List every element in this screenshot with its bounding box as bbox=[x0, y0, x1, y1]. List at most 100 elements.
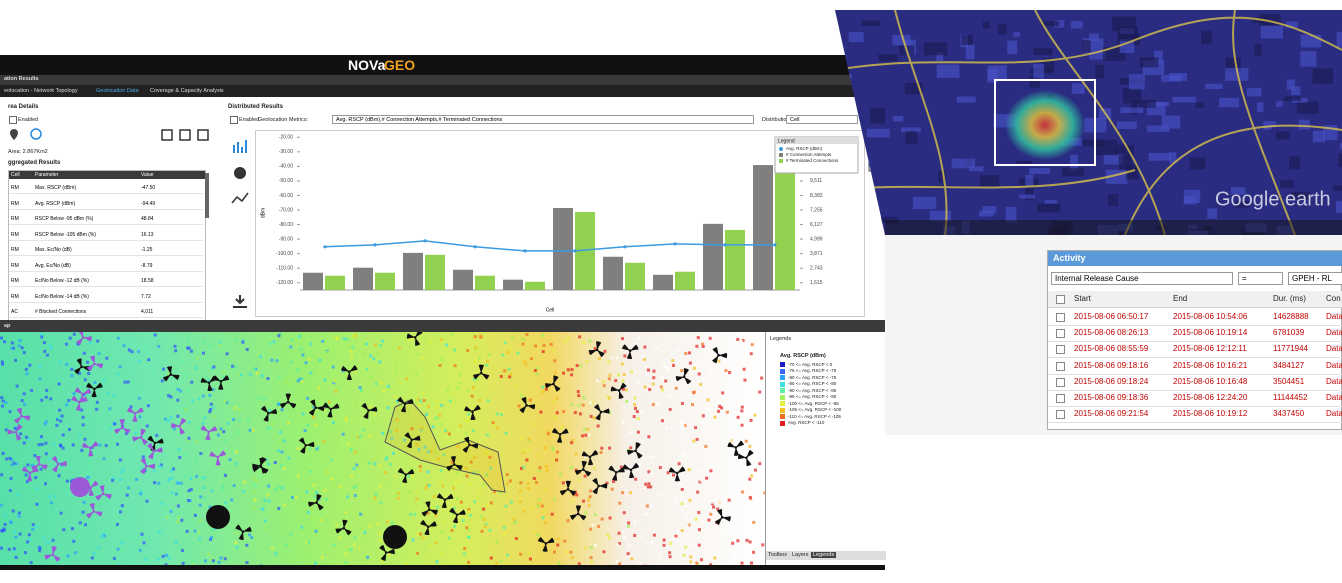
map-pixel bbox=[440, 552, 444, 556]
area-polygon[interactable] bbox=[384, 399, 506, 493]
map-pixel bbox=[39, 332, 43, 336]
map-pixel bbox=[191, 559, 195, 563]
bar-icon[interactable] bbox=[233, 140, 247, 153]
map-pixel bbox=[349, 448, 353, 452]
table-cell: RSCP Below -105 dBm (%) bbox=[35, 231, 97, 238]
map-pixel bbox=[241, 489, 245, 493]
row-checkbox[interactable] bbox=[1056, 377, 1065, 387]
filter-value[interactable]: GPEH - RL bbox=[1288, 272, 1342, 285]
pin-icon[interactable] bbox=[10, 129, 18, 140]
map-pixel bbox=[134, 446, 138, 450]
map-pixel bbox=[668, 555, 672, 559]
map-pixel bbox=[15, 384, 19, 388]
map-pixel bbox=[95, 407, 99, 411]
map-pixel bbox=[520, 436, 524, 440]
map-pixel bbox=[314, 561, 318, 565]
map-pixel bbox=[310, 508, 314, 512]
row-checkbox[interactable] bbox=[1056, 361, 1065, 371]
map-pixel bbox=[434, 450, 438, 454]
table-row: RM Ec/No Below -14 dB (%) 7.72 bbox=[9, 292, 203, 303]
tab[interactable]: Geolocation Data bbox=[96, 88, 139, 94]
site-marker[interactable] bbox=[206, 505, 230, 529]
legend-label[interactable]: Avg. RSCP (dBm) bbox=[786, 146, 823, 151]
row-checkbox[interactable] bbox=[1056, 329, 1065, 339]
checkbox[interactable] bbox=[9, 116, 17, 124]
selection-box[interactable] bbox=[994, 79, 1096, 166]
download-icon[interactable] bbox=[233, 295, 247, 308]
map-pixel bbox=[545, 430, 549, 434]
legend-tab[interactable]: Layers bbox=[792, 552, 809, 558]
map-pixel bbox=[202, 475, 206, 479]
map-pixel bbox=[723, 529, 727, 533]
map-pixel bbox=[290, 495, 294, 499]
legend-tab[interactable]: Toolbox bbox=[768, 552, 787, 558]
map-pixel bbox=[57, 416, 61, 420]
map-pixel bbox=[275, 359, 279, 363]
map-pixel bbox=[618, 501, 622, 505]
map-pixel bbox=[111, 478, 115, 482]
earth-patch bbox=[1276, 101, 1283, 108]
legend-tab[interactable]: Legends bbox=[811, 552, 837, 558]
tab[interactable]: Coverage & Capacity Analysis bbox=[150, 88, 224, 94]
legend-label[interactable]: # Terminated Connections bbox=[786, 158, 839, 163]
map-pixel bbox=[341, 369, 345, 373]
map-pixel bbox=[655, 346, 659, 350]
map-pixel bbox=[212, 414, 216, 418]
tool-icon[interactable] bbox=[197, 129, 209, 141]
map-pixel bbox=[607, 360, 611, 364]
map-pixel bbox=[659, 385, 663, 389]
row-checkbox[interactable] bbox=[1056, 394, 1065, 403]
row-checkbox[interactable] bbox=[1056, 345, 1065, 355]
table-row: RM Max. RSCP (dBm) -47.50 bbox=[9, 183, 203, 194]
polygon-icon[interactable] bbox=[30, 128, 42, 140]
filter-op[interactable]: = bbox=[1238, 272, 1283, 285]
map-pixel bbox=[139, 386, 143, 390]
site-marker[interactable] bbox=[383, 525, 407, 549]
checkbox[interactable] bbox=[230, 116, 238, 124]
map-pixel bbox=[352, 485, 356, 489]
map-pixel bbox=[140, 532, 144, 536]
map-pixel bbox=[536, 504, 540, 508]
column-header: Value bbox=[141, 172, 154, 178]
map-pixel bbox=[87, 463, 91, 467]
pie-icon[interactable] bbox=[234, 167, 246, 179]
map-pixel bbox=[124, 431, 128, 435]
filter-field[interactable]: Internal Release Cause bbox=[1051, 272, 1233, 285]
map-pixel bbox=[123, 380, 127, 384]
map-pixel bbox=[134, 431, 138, 435]
map-pixel bbox=[17, 514, 21, 518]
map-pixel bbox=[583, 474, 587, 478]
bar bbox=[475, 275, 495, 290]
map-pixel bbox=[492, 490, 496, 494]
map-pixel bbox=[453, 464, 457, 468]
map-pixel bbox=[349, 548, 353, 552]
map-pixel bbox=[745, 538, 749, 542]
map-pixel bbox=[577, 404, 581, 408]
row-checkbox[interactable] bbox=[1056, 410, 1065, 420]
tab[interactable]: eolocation - Network Topology bbox=[4, 88, 78, 94]
map-pixel bbox=[352, 334, 356, 338]
map-pixel bbox=[59, 444, 63, 448]
map-pixel bbox=[197, 530, 201, 534]
earth-patch bbox=[1230, 187, 1246, 195]
scrollbar[interactable] bbox=[205, 173, 209, 218]
earth-patch bbox=[1172, 96, 1197, 103]
map-pixel bbox=[450, 528, 454, 532]
header-checkbox[interactable] bbox=[1056, 295, 1065, 304]
map-pixel bbox=[632, 415, 636, 419]
line bbox=[324, 240, 775, 252]
map-pixel bbox=[577, 394, 581, 398]
map-pixel bbox=[701, 414, 705, 418]
tool-icon[interactable] bbox=[179, 129, 191, 141]
tool-icon[interactable] bbox=[161, 129, 173, 141]
line-icon[interactable] bbox=[231, 192, 249, 204]
map-pixel bbox=[582, 427, 586, 431]
map-pixel bbox=[608, 516, 612, 520]
map-pixel bbox=[17, 344, 21, 348]
metrics-dropdown[interactable]: Avg. RSCP (dBm),# Connection Attempts,# … bbox=[332, 115, 754, 124]
legend-label[interactable]: # Connection Attempts bbox=[786, 152, 832, 157]
distribution-dropdown[interactable]: Cell bbox=[786, 115, 858, 124]
site-marker[interactable] bbox=[70, 477, 90, 497]
row-checkbox[interactable] bbox=[1056, 313, 1065, 322]
